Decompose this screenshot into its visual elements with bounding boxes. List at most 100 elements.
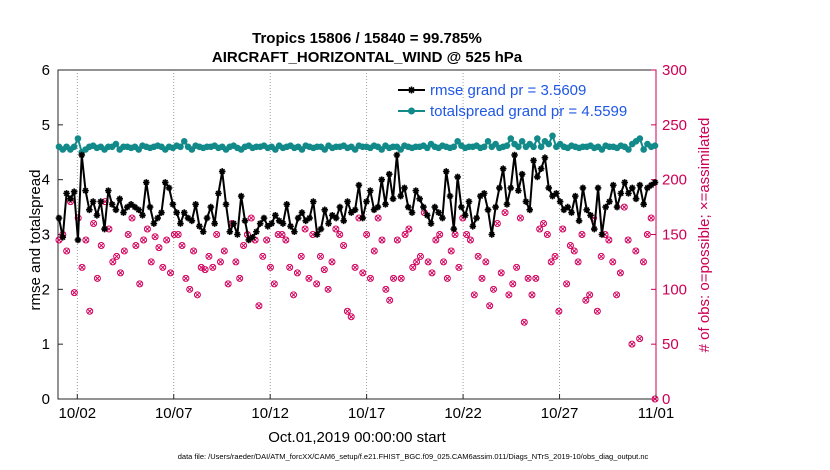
legend-rmse-label: rmse grand pr = 3.5609	[430, 82, 586, 99]
obs-possible-point	[347, 313, 355, 321]
rmse-point	[86, 206, 93, 214]
obs-assimilated-point	[79, 264, 85, 271]
rmse-point	[370, 206, 378, 214]
rmse-point	[184, 214, 192, 222]
obs-assimilated-point	[210, 264, 216, 271]
obs-assimilated-point	[544, 231, 551, 238]
obs-assimilated-point	[386, 297, 393, 304]
obs-assimilated-point	[186, 286, 193, 293]
rmse-point	[560, 206, 568, 214]
rmse-point	[272, 212, 279, 219]
rmse-point	[275, 217, 283, 225]
rmse-point	[245, 236, 253, 244]
legend-rmse-marker	[408, 86, 415, 94]
obs-possible-point	[463, 231, 471, 238]
rmse-point	[234, 231, 241, 238]
obs-assimilated-point	[260, 253, 266, 260]
rmse-point	[625, 190, 632, 197]
obs-assimilated-point	[467, 237, 474, 243]
rmse-point	[484, 206, 492, 214]
rmse-point	[439, 214, 446, 222]
obs-possible-point	[340, 241, 348, 249]
obs-possible-point	[140, 236, 148, 244]
rmse-point	[549, 192, 556, 200]
obs-possible-point	[432, 236, 440, 244]
obs-assimilated-point	[217, 259, 224, 265]
obs-possible-point	[374, 214, 382, 222]
obs-possible-point	[328, 258, 336, 266]
obs-possible-point	[270, 280, 278, 288]
rmse-point	[74, 236, 82, 244]
legend-spread-label: totalspread grand pr = 4.5599	[430, 103, 627, 120]
rmse-point	[412, 187, 420, 194]
obs-possible-point	[455, 263, 463, 271]
rmse-point	[496, 184, 503, 192]
obs-possible-point	[528, 291, 536, 299]
rmse-point	[108, 201, 116, 208]
rmse-point	[93, 212, 101, 219]
rmse-point	[211, 220, 218, 227]
x-tick-label: 10/27	[541, 405, 579, 422]
rmse-point	[82, 187, 89, 194]
rmse-point	[553, 190, 560, 197]
obs-possible-point	[286, 263, 294, 271]
obs-assimilated-point	[156, 244, 162, 251]
obs-assimilated-point	[436, 231, 443, 238]
obs-assimilated-point	[110, 259, 116, 265]
rmse-point	[317, 225, 325, 233]
obs-possible-point	[205, 252, 213, 260]
rmse-point	[332, 214, 340, 222]
obs-possible-point	[578, 231, 586, 238]
data-file-footer: data file: /Users/raeder/DAI/ATM_forcXX/…	[178, 452, 649, 461]
obs-possible-point	[128, 214, 136, 222]
obs-possible-point	[301, 225, 309, 233]
obs-possible-point	[428, 269, 436, 277]
obs-assimilated-point	[163, 237, 170, 243]
rmse-point	[636, 181, 644, 189]
obs-assimilated-point	[509, 281, 516, 287]
y-tick-label: 4	[42, 172, 50, 189]
obs-possible-point	[563, 280, 571, 288]
spread-point	[636, 135, 644, 142]
obs-assimilated-point	[452, 231, 458, 238]
obs-possible-point	[132, 241, 140, 249]
rmse-point	[127, 201, 135, 208]
obs-assimilated-point	[390, 275, 397, 282]
obs-assimilated-point	[394, 237, 401, 243]
rmse-point	[568, 209, 575, 216]
obs-possible-point	[259, 252, 267, 260]
obs-assimilated-point	[136, 281, 143, 287]
obs-possible-point	[574, 258, 582, 266]
rmse-point	[264, 222, 272, 230]
rmse-point	[302, 217, 310, 225]
obs-possible-point	[566, 241, 574, 249]
y2-tick-label: 200	[662, 172, 687, 189]
obs-possible-point	[63, 247, 71, 255]
spread-point	[651, 142, 659, 149]
rmse-point	[169, 201, 177, 208]
rmse-point	[256, 220, 264, 227]
obs-assimilated-point	[598, 253, 604, 260]
rmse-point	[382, 201, 389, 208]
y2-axis-label: # of obs: o=possible; ×=assimilated	[696, 118, 713, 353]
obs-assimilated-point	[463, 231, 470, 238]
x-tick-label: 10/02	[59, 405, 97, 422]
obs-possible-point	[520, 318, 528, 326]
obs-possible-point	[116, 269, 124, 277]
spread-point	[177, 143, 184, 151]
obs-possible-point	[213, 231, 221, 238]
legend-spread-marker	[408, 107, 415, 115]
obs-assimilated-point	[336, 231, 343, 238]
obs-assimilated-point	[317, 253, 324, 260]
obs-possible-point	[516, 214, 524, 222]
obs-assimilated-point	[433, 237, 439, 243]
obs-possible-point	[524, 274, 532, 282]
obs-assimilated-point	[152, 233, 158, 240]
obs-assimilated-point	[267, 264, 274, 271]
obs-possible-point	[336, 231, 344, 238]
obs-assimilated-point	[313, 281, 320, 287]
obs-assimilated-point	[575, 259, 581, 265]
rmse-point	[465, 198, 473, 205]
obs-possible-point	[405, 225, 413, 233]
rmse-point	[401, 184, 408, 192]
